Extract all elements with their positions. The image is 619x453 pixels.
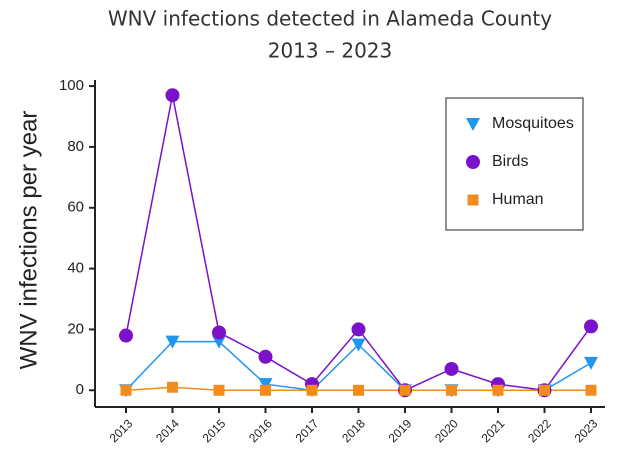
y-tick-label: 0 <box>76 381 84 398</box>
x-tick-label: 2017 <box>293 416 322 445</box>
x-tick-label: 2013 <box>107 416 136 445</box>
data-point <box>351 338 366 352</box>
x-tick-label: 2018 <box>339 416 368 445</box>
x-tick-label: 2023 <box>572 416 601 445</box>
data-point <box>258 378 273 392</box>
data-point <box>120 384 132 396</box>
data-point <box>584 319 598 334</box>
data-point <box>584 356 598 370</box>
y-tick-label: 80 <box>67 138 84 155</box>
data-point <box>492 384 504 396</box>
legend-label: Mosquitoes <box>492 115 574 132</box>
y-tick-label: 20 <box>67 320 84 337</box>
legend-marker <box>466 155 480 169</box>
legend-label: Human <box>492 191 544 208</box>
data-point <box>353 384 364 396</box>
data-point <box>399 384 411 396</box>
legend-label: Birds <box>492 153 528 170</box>
data-point <box>167 381 178 393</box>
data-point <box>212 325 226 340</box>
y-tick-label: 40 <box>67 260 84 277</box>
x-tick-label: 2016 <box>246 416 275 445</box>
legend-marker <box>466 118 480 131</box>
x-tick-label: 2019 <box>386 416 415 445</box>
chart-subtitle: 2013 – 2023 <box>268 39 393 63</box>
data-point <box>260 384 271 396</box>
data-point <box>213 384 225 396</box>
x-tick-label: 2022 <box>525 416 554 445</box>
data-point <box>539 384 550 396</box>
y-axis-label: WNV infections per year <box>15 111 42 370</box>
data-point <box>165 88 180 103</box>
data-point <box>585 384 597 396</box>
data-point <box>444 361 459 376</box>
chart-title: WNV infections detected in Alameda Count… <box>108 7 552 31</box>
legend-marker <box>467 194 479 206</box>
data-point <box>351 322 366 337</box>
x-tick-label: 2020 <box>432 416 461 445</box>
data-point <box>119 328 133 343</box>
data-point <box>165 335 180 349</box>
data-point <box>306 384 318 396</box>
x-tick-label: 2014 <box>153 416 182 445</box>
data-point <box>446 384 457 396</box>
y-tick-label: 60 <box>67 199 84 216</box>
data-point <box>258 349 273 364</box>
y-tick-label: 100 <box>59 77 84 94</box>
x-tick-label: 2015 <box>200 416 229 445</box>
x-tick-label: 2021 <box>479 416 508 445</box>
data-point <box>212 335 226 349</box>
